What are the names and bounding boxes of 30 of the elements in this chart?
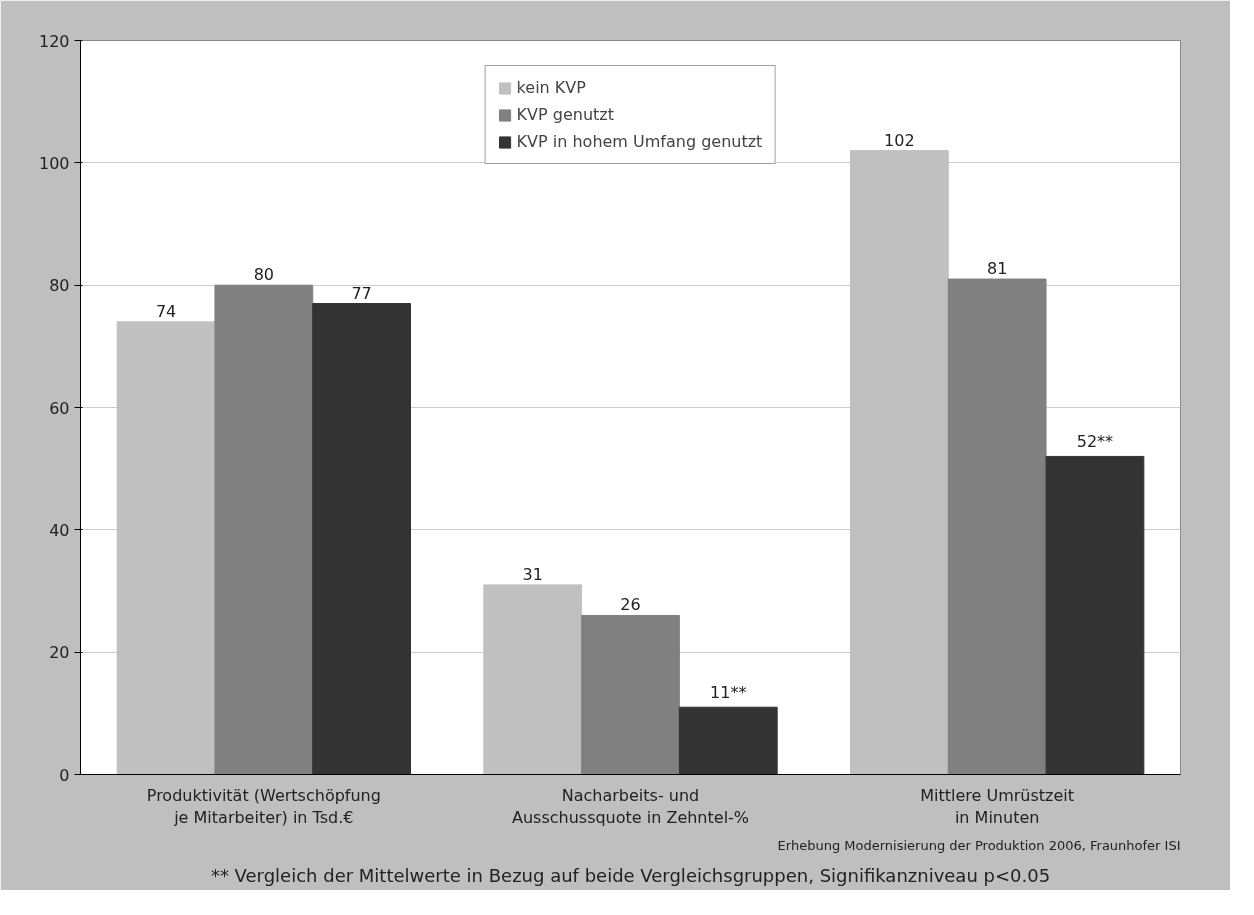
data-label: 31	[522, 564, 543, 584]
x-tick-label: Nacharbeits- und Ausschussquote in Zehntel-%	[511, 785, 750, 828]
x-tick-label: Mittlere Umrüstzeit in Minuten	[920, 785, 1075, 828]
bar	[947, 278, 1047, 775]
y-tick-label: 120	[38, 31, 70, 51]
y-tick-label: 100	[38, 153, 70, 173]
bar	[678, 706, 778, 775]
bar	[581, 614, 680, 775]
data-label: 77	[351, 283, 372, 303]
data-label: 52**	[1076, 432, 1114, 452]
legend-label: KVP in hohem Umfang genutzt	[516, 132, 763, 151]
data-label: 11**	[710, 683, 747, 703]
legend-label: KVP genutzt	[516, 105, 615, 124]
text: Erhebung Modernisierung der Produktion 2006, Fraunhofer ISI	[777, 837, 1181, 853]
y-tick-label: 40	[49, 520, 70, 540]
y-tick-label: 80	[49, 276, 70, 296]
data-label: 26	[620, 595, 641, 615]
x-tick-label: Produktivität (Wertschöpfung je Mitarbeiter) in Tsd.€	[146, 785, 381, 828]
bar	[312, 303, 411, 775]
bar	[1045, 455, 1145, 775]
data-label: 74	[155, 301, 177, 321]
data-label: 102	[884, 130, 915, 150]
y-tick-label: 20	[49, 643, 70, 663]
y-tick-label: 60	[49, 398, 70, 418]
y-tick-label: 0	[59, 765, 70, 785]
text: ** Vergleich der Mittelwerte in Bezug auf beide Vergleichsgruppen, Signifikanzniveau p<0.05	[210, 864, 1051, 886]
data-label: 80	[253, 265, 275, 285]
bar	[214, 284, 314, 775]
legend-label: kein KVP	[516, 78, 586, 97]
data-label: 81	[986, 259, 1008, 279]
